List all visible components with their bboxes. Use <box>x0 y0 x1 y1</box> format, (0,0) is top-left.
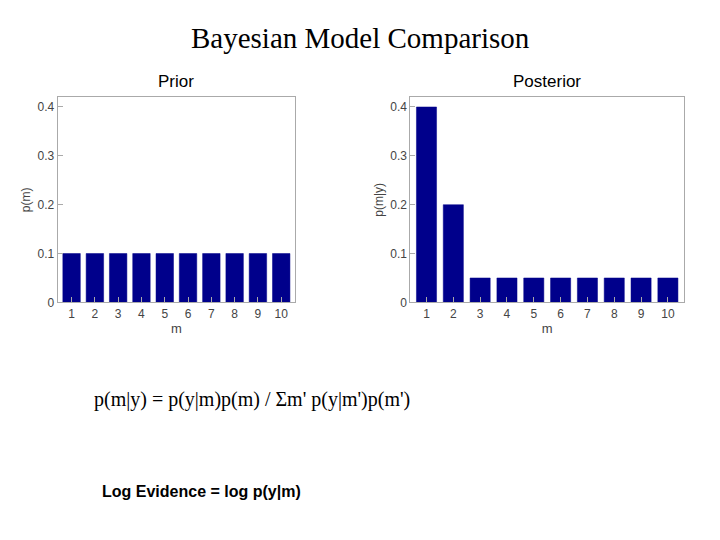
svg-text:3: 3 <box>477 307 484 321</box>
svg-text:1: 1 <box>68 307 75 321</box>
svg-text:7: 7 <box>584 307 591 321</box>
svg-text:Bayesian Model Comparison: Bayesian Model Comparison <box>191 22 530 54</box>
svg-text:0.4: 0.4 <box>390 100 407 114</box>
svg-text:m: m <box>171 321 182 336</box>
svg-text:0.2: 0.2 <box>38 198 55 212</box>
svg-text:9: 9 <box>638 307 645 321</box>
svg-text:p(m|y): p(m|y) <box>372 183 386 217</box>
svg-text:8: 8 <box>611 307 618 321</box>
svg-text:p(m): p(m) <box>19 187 33 212</box>
svg-text:1: 1 <box>423 307 430 321</box>
svg-text:Posterior: Posterior <box>513 72 581 91</box>
svg-text:2: 2 <box>450 307 457 321</box>
svg-text:Log Evidence = log p(y|m): Log Evidence = log p(y|m) <box>102 483 301 500</box>
svg-text:4: 4 <box>504 307 511 321</box>
svg-text:7: 7 <box>208 307 215 321</box>
svg-text:Prior: Prior <box>158 72 194 91</box>
svg-text:3: 3 <box>115 307 122 321</box>
svg-text:m: m <box>542 321 553 336</box>
svg-text:8: 8 <box>231 307 238 321</box>
svg-text:0.2: 0.2 <box>390 198 407 212</box>
svg-text:0: 0 <box>48 296 55 310</box>
svg-text:0.3: 0.3 <box>390 149 407 163</box>
svg-text:10: 10 <box>275 307 289 321</box>
svg-text:6: 6 <box>557 307 564 321</box>
svg-text:5: 5 <box>530 307 537 321</box>
svg-text:0: 0 <box>400 296 407 310</box>
svg-text:0.1: 0.1 <box>390 247 407 261</box>
svg-text:0.1: 0.1 <box>38 247 55 261</box>
svg-text:6: 6 <box>185 307 192 321</box>
svg-text:p(m|y) = p(y|m)p(m) / Σm' p(y|: p(m|y) = p(y|m)p(m) / Σm' p(y|m')p(m') <box>94 388 410 411</box>
svg-text:5: 5 <box>161 307 168 321</box>
svg-text:10: 10 <box>661 307 675 321</box>
svg-text:2: 2 <box>92 307 99 321</box>
svg-text:0.3: 0.3 <box>38 149 55 163</box>
svg-text:0.4: 0.4 <box>38 100 55 114</box>
svg-text:4: 4 <box>138 307 145 321</box>
svg-text:9: 9 <box>255 307 262 321</box>
